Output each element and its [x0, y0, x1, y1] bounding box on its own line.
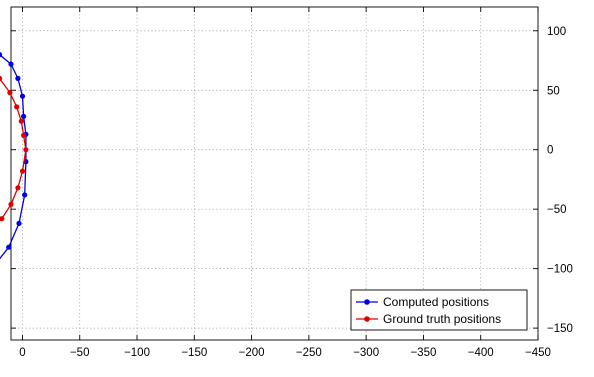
grid-layer	[11, 7, 539, 340]
legend-marker	[364, 299, 370, 305]
x-tick-label: −100	[124, 347, 150, 359]
x-tick-label: −200	[239, 347, 265, 359]
y-tick-label: −100	[547, 264, 573, 276]
data-point	[0, 75, 3, 81]
data-point	[7, 90, 13, 96]
legend-marker	[364, 316, 370, 322]
data-point	[6, 244, 12, 250]
x-tick-label: −50	[70, 347, 90, 359]
x-tick-label: −250	[296, 347, 322, 359]
series-layer	[0, 52, 29, 260]
data-point	[21, 113, 27, 119]
data-point	[15, 75, 21, 81]
data-point	[8, 201, 14, 207]
data-point	[0, 216, 5, 222]
data-point	[22, 192, 28, 198]
y-tick-label: −50	[547, 204, 567, 216]
data-point	[14, 104, 20, 110]
legend: Computed positions Ground truth positions	[350, 289, 528, 331]
y-tick-label: −150	[547, 323, 573, 335]
tick-layer: 0 −50 −100 −150 −200 −250 −300 −350 −400 −450 100 5…	[11, 7, 573, 359]
legend-item: Ground truth positions	[356, 312, 501, 326]
legend-item: Computed positions	[356, 295, 489, 309]
legend-label: Ground truth positions	[383, 312, 501, 326]
plot-area-frame	[10, 6, 539, 341]
data-point	[19, 93, 26, 99]
data-point	[0, 52, 3, 58]
x-tick-label: 0	[19, 347, 25, 359]
series-ground-truth-positions	[0, 75, 29, 222]
y-tick-label: 0	[547, 145, 553, 157]
data-point	[16, 220, 22, 226]
legend-label: Computed positions	[383, 295, 489, 309]
x-tick-label: −150	[181, 347, 207, 359]
data-point	[23, 147, 29, 153]
y-tick-label: 50	[547, 85, 560, 97]
x-tick-label: −400	[468, 347, 494, 359]
legend-box	[350, 289, 528, 331]
y-tick-label: 100	[547, 26, 566, 38]
data-point	[21, 132, 27, 138]
x-tick-label: −300	[353, 347, 379, 359]
data-point	[8, 61, 14, 67]
data-point	[19, 168, 26, 174]
x-tick-label: −350	[410, 347, 436, 359]
data-point	[15, 185, 21, 191]
data-point	[18, 118, 24, 124]
x-tick-label: −450	[525, 347, 551, 359]
